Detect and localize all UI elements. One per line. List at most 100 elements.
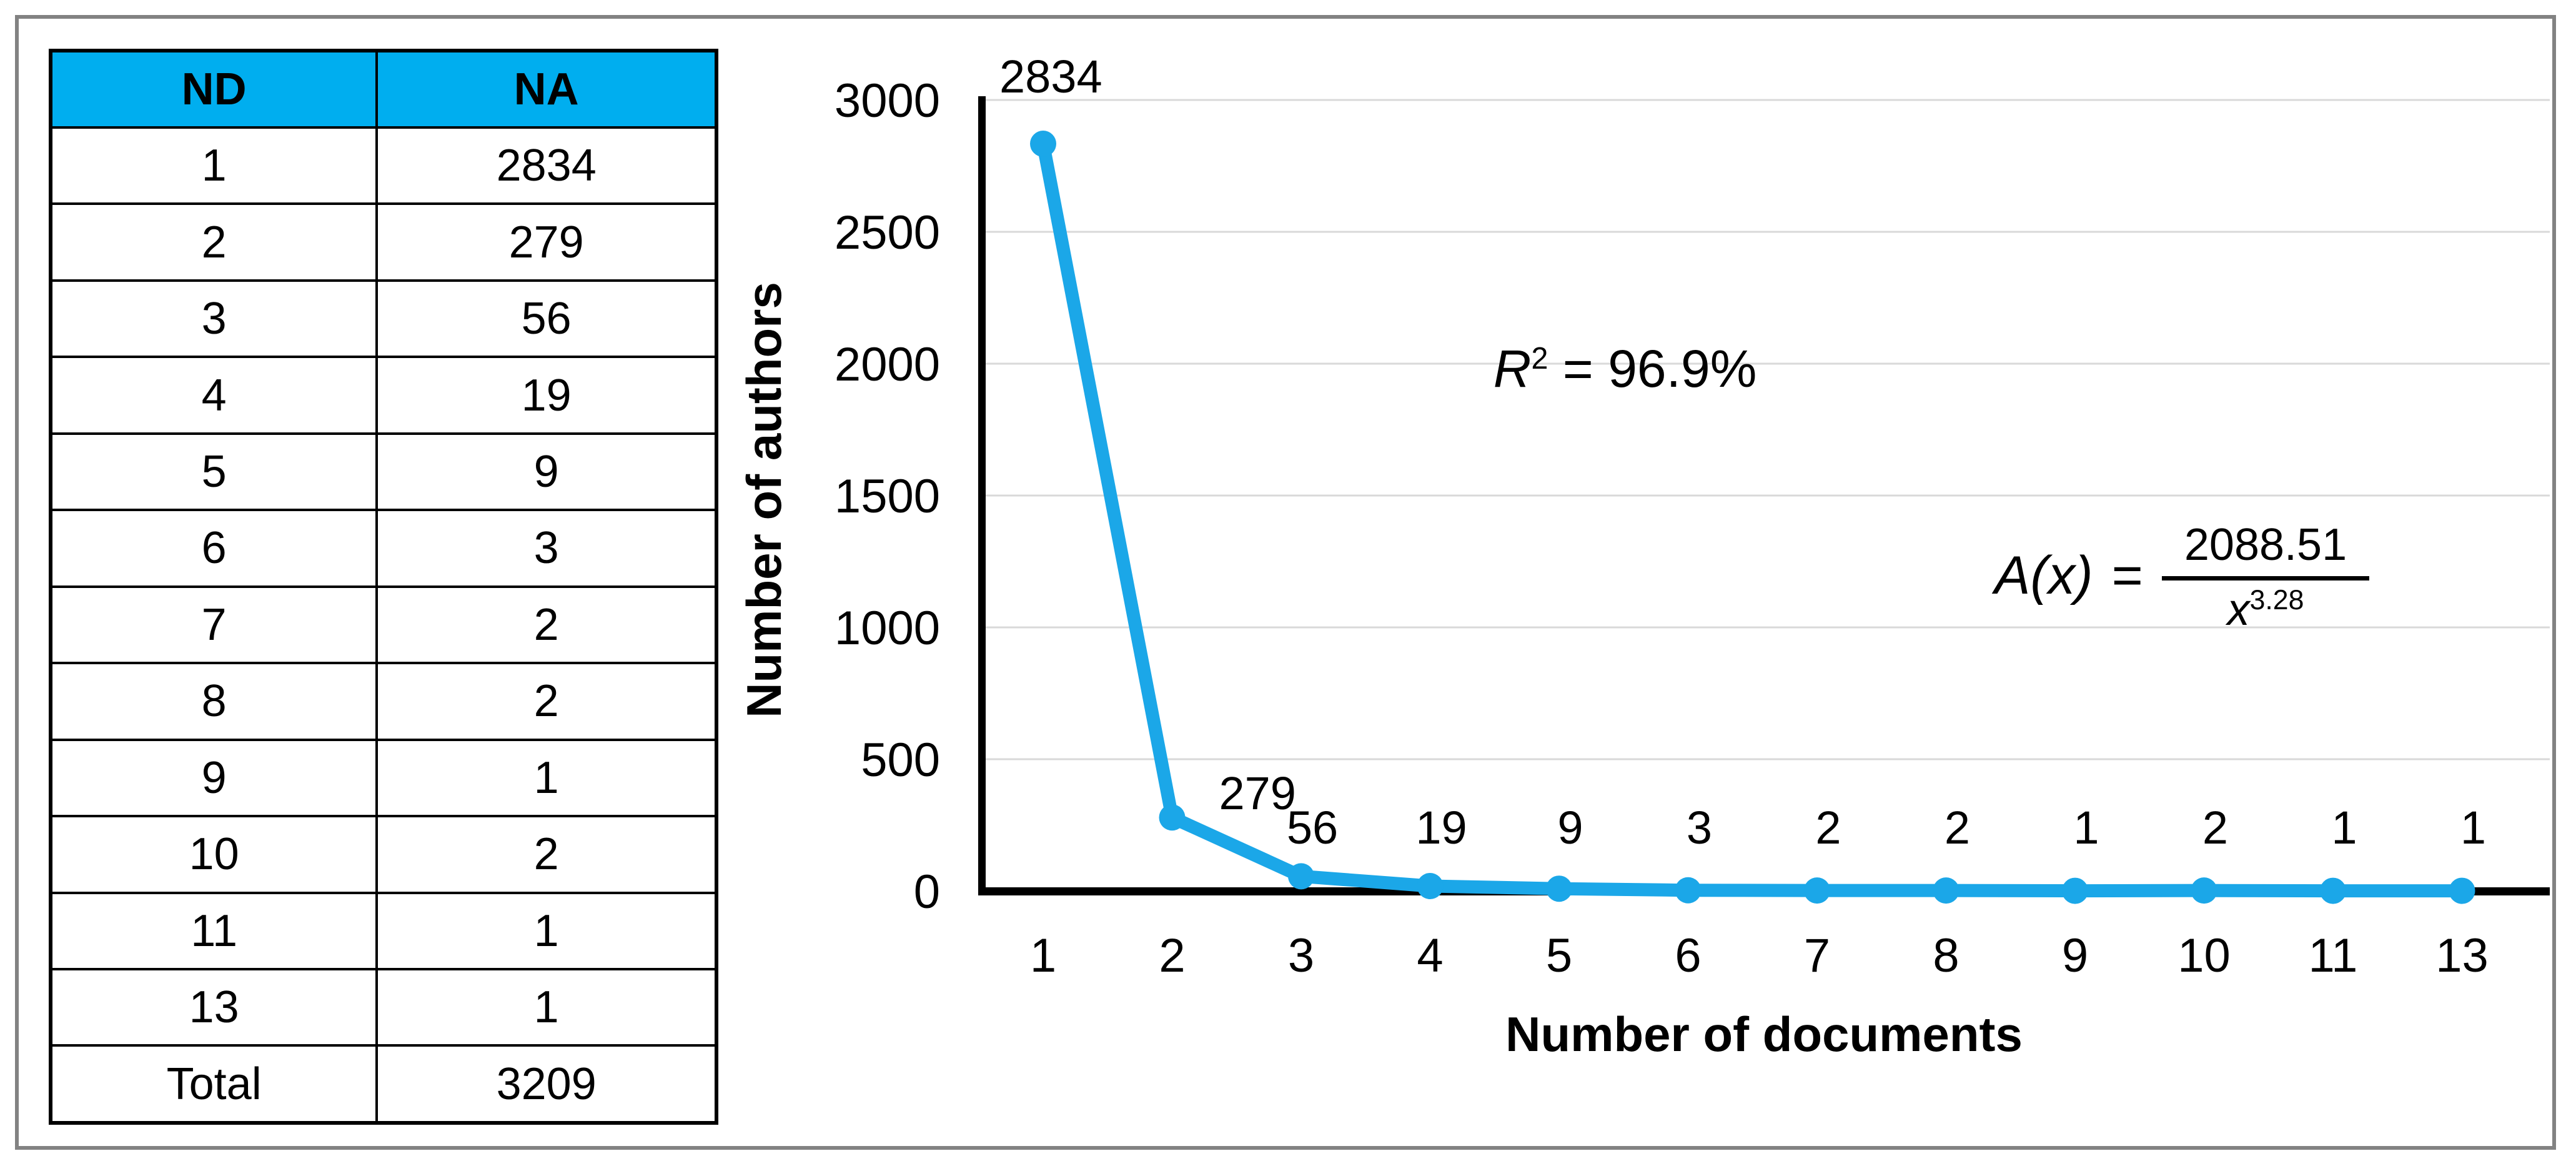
- data-point-label: 1: [2073, 802, 2099, 854]
- data-point-label: 2: [1815, 802, 1841, 854]
- y-tick-label: 3000: [835, 74, 940, 127]
- x-tick-label: 10: [2177, 929, 2231, 982]
- table-total-row: Total 3209: [49, 1044, 718, 1124]
- data-point-label: 2834: [999, 51, 1102, 102]
- table-cell: 7: [49, 585, 379, 665]
- table-cell: 5: [49, 432, 379, 512]
- y-tick-label: 500: [861, 734, 940, 787]
- data-point-label: 2: [2202, 802, 2228, 854]
- x-tick-label: 11: [2309, 929, 2358, 982]
- table-cell: 1: [49, 126, 379, 206]
- y-tick-label: 2000: [835, 338, 940, 391]
- fit-function-lhs: A(x): [1994, 546, 2093, 605]
- table-row: 13 1: [49, 967, 718, 1047]
- fit-function-equals: =: [2111, 546, 2143, 605]
- table-cell: 1: [375, 738, 718, 818]
- data-point-label: 2: [1944, 802, 1970, 854]
- data-point-marker: [1417, 872, 1444, 899]
- table-cell: 13: [49, 967, 379, 1047]
- table-cell: 3: [375, 509, 718, 588]
- column-header-nd: ND: [49, 49, 379, 129]
- r-squared-annotation: R2 = 96.9%: [1464, 282, 1757, 399]
- table-row: 10 2: [49, 815, 718, 894]
- y-tick-label: 2500: [835, 206, 940, 259]
- r-squared-exponent: 2: [1531, 342, 1548, 376]
- x-axis-title: Number of documents: [1505, 1007, 2023, 1062]
- table-cell: 279: [375, 202, 718, 282]
- data-point-label: 1: [2331, 802, 2357, 854]
- y-axis-title: Number of authors: [736, 282, 791, 718]
- table-header-row: ND NA: [49, 49, 718, 129]
- fit-function-annotation: A(x) = 2088.51 x3.28: [1994, 519, 2370, 635]
- column-header-na: NA: [375, 49, 718, 129]
- y-tick-label: 1000: [835, 602, 940, 655]
- table-cell: 2: [375, 815, 718, 894]
- table-cell: 8: [49, 662, 379, 741]
- x-tick-label: 3: [1288, 929, 1314, 982]
- table-cell: 56: [375, 279, 718, 359]
- fit-function-denominator: x3.28: [2227, 585, 2304, 635]
- table-cell: 19: [375, 356, 718, 435]
- data-point-marker: [1804, 877, 1830, 904]
- data-point-marker: [2320, 877, 2346, 904]
- fit-function-numerator: 2088.51: [2161, 519, 2370, 581]
- table-row: 2 279: [49, 202, 718, 282]
- data-point-label: 279: [1219, 767, 1296, 819]
- table-row: 3 56: [49, 279, 718, 359]
- fit-function-fraction: 2088.51 x3.28: [2161, 519, 2370, 635]
- y-axis-line: [978, 96, 986, 895]
- table-cell: Total: [49, 1044, 379, 1124]
- data-point-marker: [2449, 877, 2475, 904]
- r-squared-symbol: R: [1493, 339, 1532, 399]
- table-cell: 1: [375, 967, 718, 1047]
- r-squared-value: = 96.9%: [1548, 339, 1757, 399]
- table-cell: 4: [49, 356, 379, 435]
- y-tick-label: 0: [914, 865, 940, 919]
- table-cell: 10: [49, 815, 379, 894]
- table-cell: 3: [49, 279, 379, 359]
- data-point-marker: [1933, 877, 1959, 904]
- data-point-label: 1: [2460, 802, 2486, 854]
- data-point-label: 3: [1687, 802, 1712, 854]
- authors-per-documents-table: ND NA 1 2834 2 279 3 56 4 19 5 9 6 3 7 2 8 2 9 1 10 2 11 1 13 1…: [49, 49, 718, 1125]
- table-cell: 9: [375, 432, 718, 512]
- table-cell: 2: [49, 202, 379, 282]
- data-point-marker: [1546, 875, 1572, 902]
- x-tick-label: 4: [1417, 929, 1443, 982]
- x-tick-label: 13: [2435, 929, 2489, 982]
- data-point-marker: [1159, 804, 1186, 831]
- table-cell: 11: [49, 891, 379, 970]
- x-tick-label: 9: [2062, 929, 2088, 982]
- series-line: [1036, 137, 2469, 898]
- table-cell: 2: [375, 585, 718, 665]
- data-point-marker: [1030, 131, 1056, 157]
- data-point-label: 19: [1415, 802, 1467, 854]
- x-tick-label: 2: [1159, 929, 1185, 982]
- table-row: 4 19: [49, 356, 718, 435]
- table-cell: 6: [49, 509, 379, 588]
- x-tick-label: 8: [1933, 929, 1959, 982]
- data-point-marker: [1288, 863, 1314, 890]
- x-tick-label: 7: [1804, 929, 1830, 982]
- data-point-label: 9: [1557, 802, 1583, 854]
- data-point-marker: [2191, 877, 2217, 904]
- data-point-label: 56: [1287, 802, 1338, 854]
- table-cell: 2: [375, 662, 718, 741]
- table-row: 11 1: [49, 891, 718, 970]
- table-cell: 1: [375, 891, 718, 970]
- table-cell: 9: [49, 738, 379, 818]
- data-point-marker: [1675, 877, 1702, 904]
- table-cell: 3209: [375, 1044, 718, 1124]
- x-tick-label: 5: [1546, 929, 1572, 982]
- table-cell: 2834: [375, 126, 718, 206]
- x-tick-label: 1: [1030, 929, 1056, 982]
- x-tick-label: 6: [1675, 929, 1701, 982]
- table-row: 1 2834: [49, 126, 718, 206]
